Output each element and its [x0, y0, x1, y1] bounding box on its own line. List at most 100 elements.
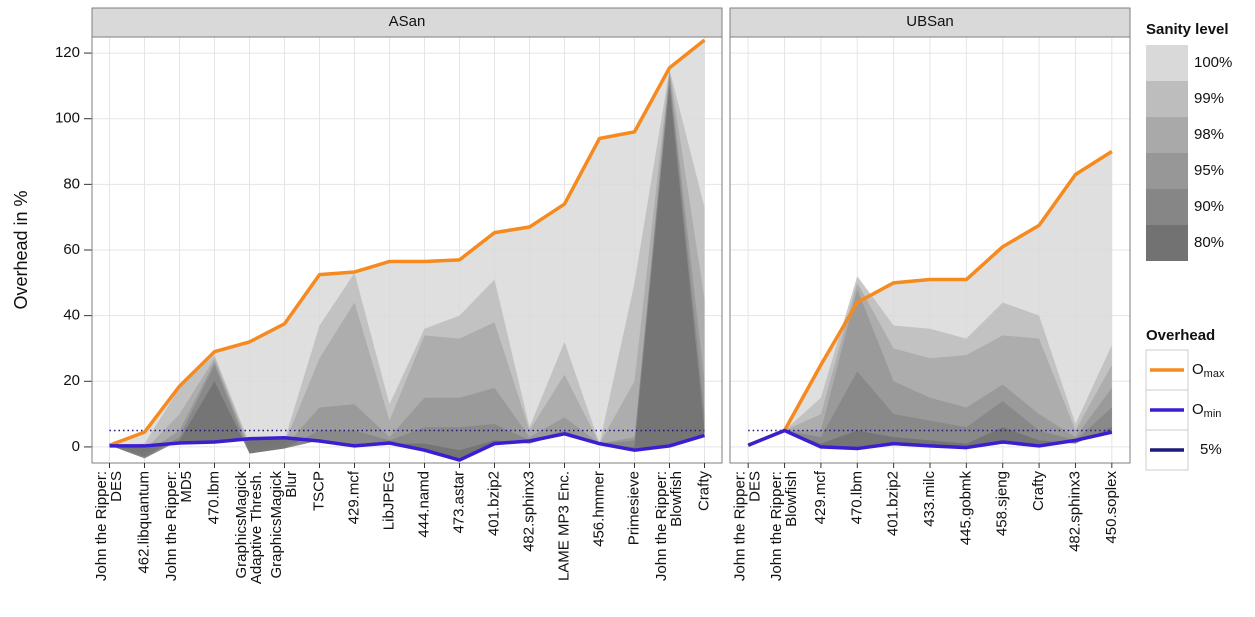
x-tick-label: 429.mcf [812, 470, 829, 524]
legend-label: 95% [1194, 162, 1224, 179]
x-tick-label-line: 456.hmmer [590, 471, 607, 547]
legend-label: Omin [1192, 401, 1221, 420]
x-tick-label: John the Ripper:MD5 [163, 471, 195, 581]
x-tick-label: 458.sjeng [994, 471, 1011, 536]
x-tick-label: John the Ripper:DES [93, 471, 125, 581]
x-tick-label: 470.lbm [848, 471, 865, 524]
x-tick-label: 462.libquantum [135, 471, 152, 574]
x-tick-label: 445.gobmk [957, 471, 974, 546]
legend-label: 80% [1194, 234, 1224, 251]
x-tick-label: John the Ripper:Blowfish [768, 471, 800, 581]
x-tick-label-line: MD5 [178, 471, 195, 503]
x-tick-label: John the Ripper:DES [732, 471, 764, 581]
x-tick-label: 401.bzip2 [485, 471, 502, 536]
x-tick-label: 473.astar [450, 471, 467, 534]
legend-label-sub: min [1204, 408, 1222, 420]
x-tick-label-line: Blowfish [783, 471, 800, 527]
strip-title: UBSan [906, 13, 954, 30]
legend-title: Sanity level [1146, 21, 1229, 38]
legend-label-sub: max [1204, 368, 1225, 380]
x-tick-label: Crafty [1030, 471, 1047, 512]
legend-swatch [1146, 81, 1188, 117]
sanity-area [109, 39, 705, 461]
x-tick-label-line: 462.libquantum [135, 471, 152, 574]
x-tick-label-line: 444.namd [415, 471, 432, 538]
x-tick-label-line: GraphicsMagick [233, 471, 250, 579]
overhead-line [109, 432, 706, 462]
overhead-line [108, 38, 706, 447]
x-tick-label: 470.lbm [205, 471, 222, 524]
x-tick-label: John the Ripper:Blowfish [653, 471, 685, 581]
x-tick-label-line: John the Ripper: [93, 471, 110, 581]
x-tick-label-line: Adaptive Thresh. [248, 471, 265, 584]
x-tick-label: 429.mcf [345, 470, 362, 524]
x-tick-label-line: 401.bzip2 [485, 471, 502, 536]
x-tick-label: 450.soplex [1103, 471, 1120, 544]
y-axis-label: Overhead in % [11, 190, 31, 309]
x-tick-label-line: GraphicsMagick [268, 471, 285, 579]
x-tick-label: Crafty [695, 471, 712, 512]
y-tick-label: 20 [63, 372, 80, 389]
x-tick-label: LibJPEG [380, 471, 397, 530]
strip [729, 7, 1131, 38]
legend-swatch [1146, 45, 1188, 81]
x-tick-label-line: 450.soplex [1103, 471, 1120, 544]
legend-swatch [1146, 153, 1188, 189]
x-tick-label-line: John the Ripper: [732, 471, 749, 581]
x-tick-label-line: John the Ripper: [768, 471, 785, 581]
strip-title: ASan [389, 13, 426, 30]
x-tick-label: 401.bzip2 [885, 471, 902, 536]
x-tick-label-line: 482.sphinx3 [1066, 471, 1083, 552]
overhead-line [747, 150, 1113, 447]
x-tick-label-line: DES [108, 471, 125, 502]
x-tick-label-line: 473.astar [450, 471, 467, 534]
x-tick-label-line: 470.lbm [848, 471, 865, 524]
legend-label-main: O [1192, 401, 1204, 418]
x-tick-label-line: Primesieve [625, 471, 642, 545]
x-tick-label: 444.namd [415, 471, 432, 538]
x-tick-label: GraphicsMagickBlur [268, 471, 300, 579]
x-tick-label: GraphicsMagickAdaptive Thresh. [233, 471, 265, 585]
x-tick-label-line: LibJPEG [380, 471, 397, 530]
x-tick-label-line: 445.gobmk [957, 471, 974, 546]
x-tick-label: 482.sphinx3 [1066, 471, 1083, 552]
x-tick-label: LAME MP3 Enc. [555, 471, 572, 581]
x-tick-label-line: Crafty [695, 471, 712, 512]
legend-label: 90% [1194, 198, 1224, 215]
legend-label-main: O [1192, 361, 1204, 378]
y-tick-label: 120 [55, 44, 80, 61]
x-tick-label-line: TSCP [310, 471, 327, 511]
y-tick-label: 60 [63, 241, 80, 258]
panel-border [91, 36, 723, 464]
x-tick-label: Primesieve [625, 471, 642, 545]
x-tick-label-line: DES [747, 471, 764, 502]
legend-swatch [1146, 189, 1188, 225]
x-tick-label-line: John the Ripper: [163, 471, 180, 581]
y-tick-label: 40 [63, 307, 80, 324]
x-tick-label: 482.sphinx3 [520, 471, 537, 552]
legend-label: 98% [1194, 126, 1224, 143]
x-tick-label-line: Blowfish [668, 471, 685, 527]
sanity-area [748, 371, 1112, 449]
legend-swatch [1146, 225, 1188, 261]
legend-label: 100% [1194, 54, 1232, 71]
x-tick-label-line: 429.mcf [812, 470, 829, 524]
y-tick-label: 0 [72, 438, 80, 455]
x-tick-label-line: Blur [283, 471, 300, 498]
legend-label: 5% [1200, 441, 1222, 458]
legend-title: Overhead [1146, 327, 1215, 344]
x-tick-label-line: 433.milc [921, 471, 938, 527]
x-tick-label-line: 470.lbm [205, 471, 222, 524]
x-tick-label-line: John the Ripper: [653, 471, 670, 581]
y-tick-label: 100 [55, 110, 80, 127]
x-tick-label: 456.hmmer [590, 471, 607, 547]
x-tick-label: 433.milc [921, 471, 938, 527]
legend-swatch [1146, 117, 1188, 153]
x-tick-label-line: 482.sphinx3 [520, 471, 537, 552]
y-tick-label: 80 [63, 175, 80, 192]
x-tick-label: TSCP [310, 471, 327, 511]
x-tick-label-line: LAME MP3 Enc. [555, 471, 572, 581]
legend-label: 99% [1194, 90, 1224, 107]
x-tick-label-line: Crafty [1030, 471, 1047, 512]
